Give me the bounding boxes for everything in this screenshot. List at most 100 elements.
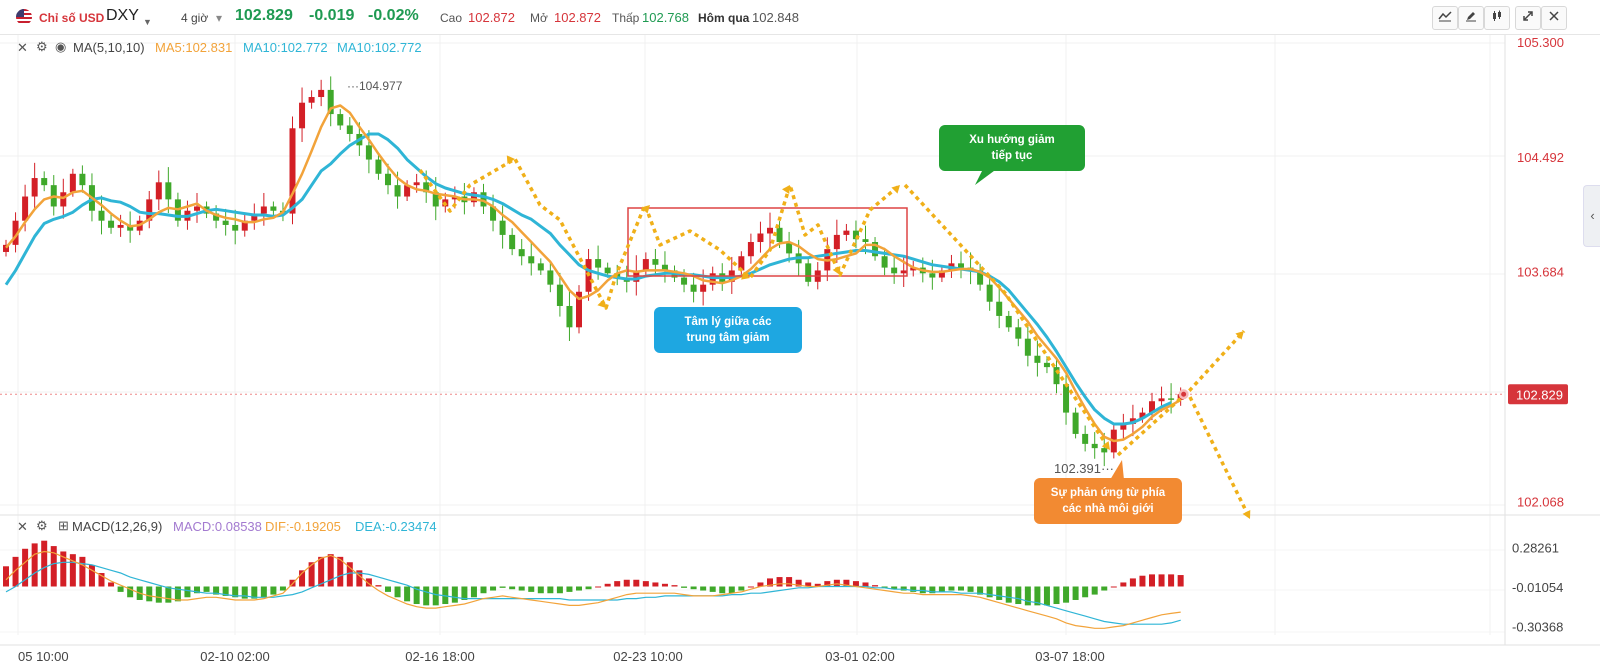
ma5-value: MA5:102.831 (155, 40, 233, 55)
macd-histogram-bar (509, 586, 516, 590)
collapse-panel-chevron-icon[interactable]: ‹ (1583, 185, 1600, 247)
macd-histogram-bar (852, 581, 859, 587)
candle-down (566, 305, 573, 328)
macd-histogram-bar (690, 586, 697, 590)
candle-up (843, 230, 850, 235)
time-tick-label: 02-10 02:00 (200, 649, 269, 664)
macd-histogram-bar (127, 586, 134, 598)
macd-histogram-bar (709, 586, 716, 592)
candle-down (127, 224, 134, 231)
fullscreen-icon[interactable] (1515, 6, 1541, 30)
broker-reaction-callout-pointer (1110, 460, 1124, 480)
macd-histogram-bar (528, 586, 535, 592)
candles-icon[interactable] (1484, 6, 1510, 30)
macd-histogram-bar (681, 586, 688, 588)
macd-histogram-bar (88, 564, 95, 587)
indicator-settings-gear-icon[interactable]: ⚙ (36, 39, 48, 54)
price-tick-label: 105.300 (1517, 35, 1564, 50)
macd-histogram-bar (1015, 586, 1022, 605)
macd-histogram-bar (79, 556, 86, 587)
candle-down (1101, 448, 1108, 453)
candle-down (537, 263, 544, 271)
macd-close-icon[interactable]: ✕ (17, 519, 28, 534)
high-label: Cao (440, 11, 463, 25)
last-price-dot-core (1181, 391, 1187, 397)
macd-histogram-bar (767, 578, 773, 587)
candle-up (757, 233, 764, 243)
close-icon[interactable] (1541, 6, 1567, 30)
macd-indicator-name: MACD(12,26,9) (72, 519, 163, 534)
broker-reaction-callout: Sự phản ứng từ phía các nhà môi giới (1034, 478, 1182, 524)
time-tick-label: 03-01 02:00 (825, 649, 894, 664)
macd-histogram-bar (633, 579, 640, 587)
macd-expand-icon[interactable]: ⊞ (58, 518, 69, 533)
macd-tick-label: -0.30368 (1512, 619, 1563, 634)
macd-histogram-bar (432, 586, 439, 606)
candle-down (432, 192, 439, 207)
macd-histogram-bar (1158, 574, 1165, 587)
macd-histogram-bar (251, 586, 258, 599)
low-label: Thấp (612, 11, 640, 25)
candle-up (251, 213, 258, 221)
macd-histogram-bar (566, 586, 573, 592)
macd-histogram-bar (184, 586, 191, 598)
pencil-icon[interactable] (1458, 6, 1484, 30)
macd-histogram-bar (728, 586, 735, 594)
symbol-dropdown-icon[interactable]: ▼ (143, 17, 152, 27)
candle-down (270, 206, 277, 211)
candle-up (576, 291, 582, 328)
candle-up (60, 192, 67, 207)
continuation-down-path (1188, 396, 1252, 520)
candle-down (661, 264, 668, 271)
candle-down (41, 178, 48, 186)
price-chart[interactable]: 105.300 104.492 103.684 102.068 102.829 0.282… (0, 35, 1600, 672)
candle-down (480, 192, 487, 207)
macd-settings-gear-icon[interactable]: ⚙ (36, 518, 48, 533)
rebound-up-path (1116, 329, 1246, 457)
macd-histogram-bar (98, 573, 105, 587)
last-price-label-box (1508, 384, 1568, 405)
macd-panel (3, 540, 1184, 629)
candle-down (79, 173, 86, 186)
candle-up (194, 206, 200, 211)
interval-dropdown-icon[interactable]: ▾ (216, 11, 223, 25)
price-tick-label: 103.684 (1517, 265, 1564, 280)
candle-down (805, 263, 812, 282)
prev-close-value: 102.848 (752, 10, 799, 25)
price-tick-label: 102.068 (1517, 494, 1564, 509)
macd-histogram-bar (50, 546, 57, 587)
macd-histogram-bar (795, 579, 802, 587)
candle-down (213, 213, 220, 221)
candle-down (528, 256, 535, 264)
interval-selector[interactable]: 4 giờ (181, 11, 209, 25)
candle-up (413, 182, 420, 186)
candle-down (222, 220, 229, 225)
candle-down (786, 242, 793, 254)
macd-histogram-bar (814, 583, 821, 587)
ma10-value-second: MA10:102.772 (337, 40, 422, 55)
macd-histogram-bar (375, 585, 382, 587)
macd-histogram-bar (232, 586, 239, 598)
candle-up (117, 224, 124, 228)
zigzag-arrowhead (891, 185, 900, 194)
macd-histogram-bar (958, 586, 964, 591)
instrument-symbol[interactable]: DXY (106, 7, 139, 24)
macd-histogram-bar (155, 586, 162, 603)
macd-histogram-bar (1110, 586, 1117, 588)
candle-down (872, 242, 879, 257)
panel-dividers (0, 35, 1600, 646)
macd-histogram-bar (900, 586, 907, 591)
candle-down (690, 284, 697, 292)
macd-histogram-bar (595, 586, 602, 588)
chart-line-icon[interactable] (1432, 6, 1458, 30)
macd-histogram-bar (346, 562, 353, 587)
candle-up (12, 220, 19, 245)
instrument-name[interactable]: Chỉ số USD (39, 11, 105, 25)
indicator-visibility-eye-icon[interactable]: ◉ (55, 39, 67, 54)
hide-indicator-close-icon[interactable]: ✕ (17, 40, 28, 55)
candle-down (509, 234, 516, 250)
candle-down (996, 301, 1003, 316)
downtrend-path (903, 183, 1112, 451)
candle-down (547, 270, 554, 285)
macd-histogram-bar (547, 586, 554, 594)
